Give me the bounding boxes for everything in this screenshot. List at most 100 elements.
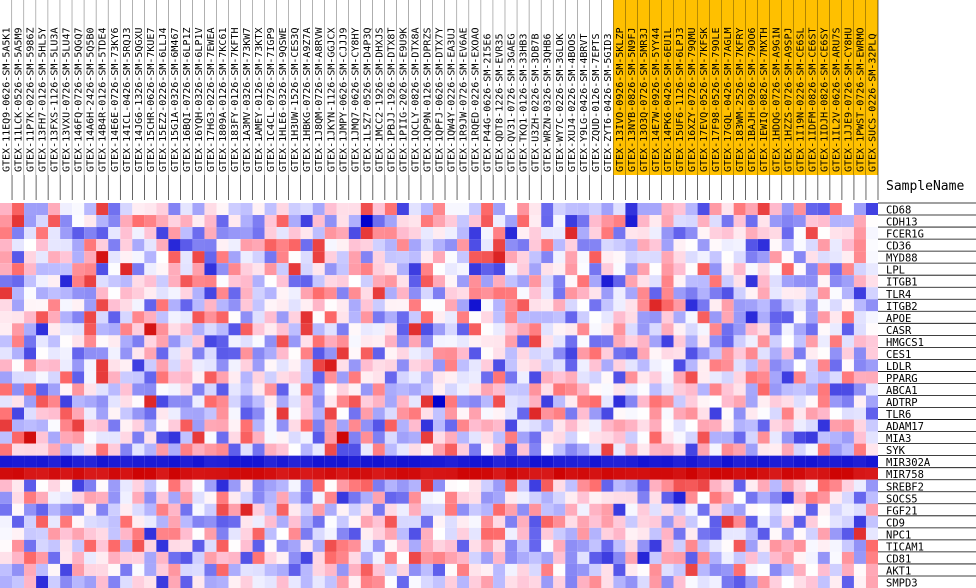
heatmap-cell xyxy=(721,299,734,312)
heatmap-cell xyxy=(36,515,49,528)
heatmap-cell xyxy=(709,215,722,228)
heatmap-cell xyxy=(853,443,866,456)
heatmap-cell xyxy=(252,407,265,420)
heatmap-cell xyxy=(565,227,578,240)
heatmap-cell xyxy=(336,371,349,384)
heatmap-cell xyxy=(565,491,578,504)
heatmap-cell xyxy=(216,467,229,480)
heatmap-cell xyxy=(517,455,530,468)
heatmap-cell xyxy=(228,215,241,228)
heatmap-cell xyxy=(132,371,145,384)
heatmap-cell xyxy=(745,371,758,384)
heatmap-cell xyxy=(505,359,518,372)
sample-label: GTEX-1C4CL-0726-SM-7IGP9 xyxy=(266,28,277,173)
heatmap-cell xyxy=(312,491,325,504)
heatmap-cell xyxy=(673,467,686,480)
heatmap-cell xyxy=(805,407,818,420)
heatmap-cell xyxy=(697,383,710,396)
heatmap-cell xyxy=(324,407,337,420)
heatmap-cell xyxy=(553,263,566,276)
heatmap-cell xyxy=(865,539,878,552)
heatmap-cell xyxy=(156,479,169,492)
heatmap-cell xyxy=(360,407,373,420)
heatmap-cell xyxy=(817,383,830,396)
heatmap-cell xyxy=(817,539,830,552)
heatmap-cell xyxy=(72,395,85,408)
gene-label: FGF21 xyxy=(886,505,918,517)
heatmap-cell xyxy=(96,419,109,432)
heatmap-cell xyxy=(108,251,121,264)
heatmap-cell xyxy=(36,503,49,516)
heatmap-cell xyxy=(24,467,37,480)
heatmap-cell xyxy=(853,395,866,408)
heatmap-cell xyxy=(793,263,806,276)
heatmap-cell xyxy=(12,407,25,420)
heatmap-cell xyxy=(108,347,121,360)
heatmap-cell xyxy=(769,287,782,300)
heatmap-cell xyxy=(96,491,109,504)
heatmap-cell xyxy=(132,359,145,372)
heatmap-cell xyxy=(745,407,758,420)
heatmap-cell xyxy=(0,383,13,396)
heatmap-cell xyxy=(96,503,109,516)
heatmap-cell xyxy=(649,227,662,240)
heatmap-cell xyxy=(757,563,770,576)
heatmap-cell xyxy=(312,359,325,372)
heatmap-cell xyxy=(481,227,494,240)
heatmap-cell xyxy=(60,263,73,276)
heatmap-cell xyxy=(673,251,686,264)
heatmap-cell xyxy=(84,419,97,432)
heatmap-cell xyxy=(853,359,866,372)
heatmap-cell xyxy=(276,251,289,264)
gene-label: CD9 xyxy=(886,517,905,529)
heatmap-cell xyxy=(457,431,470,444)
heatmap-cell xyxy=(469,263,482,276)
heatmap-cell xyxy=(360,491,373,504)
heatmap-cell xyxy=(288,311,301,324)
heatmap-cell xyxy=(48,419,61,432)
heatmap-cell xyxy=(36,419,49,432)
heatmap-cell xyxy=(649,371,662,384)
heatmap-cell xyxy=(829,215,842,228)
heatmap-cell xyxy=(709,431,722,444)
heatmap-cell xyxy=(264,227,277,240)
heatmap-cell xyxy=(613,563,626,576)
heatmap-cell xyxy=(673,539,686,552)
heatmap-cell xyxy=(300,383,313,396)
heatmap-cell xyxy=(396,503,409,516)
heatmap-cell xyxy=(360,311,373,324)
heatmap-cell xyxy=(637,239,650,252)
heatmap-cell xyxy=(132,443,145,456)
heatmap-cell xyxy=(793,239,806,252)
heatmap-cell xyxy=(336,503,349,516)
heatmap-cell xyxy=(384,455,397,468)
heatmap-cell xyxy=(312,479,325,492)
heatmap-cell xyxy=(396,311,409,324)
heatmap-cell xyxy=(865,287,878,300)
heatmap-cell xyxy=(817,407,830,420)
heatmap-cell xyxy=(408,443,421,456)
heatmap-cell xyxy=(312,503,325,516)
gene-label: TLR4 xyxy=(886,289,911,301)
heatmap-cell xyxy=(517,551,530,564)
heatmap-cell xyxy=(48,263,61,276)
heatmap-cell xyxy=(853,491,866,504)
heatmap-cell xyxy=(865,443,878,456)
heatmap-cell xyxy=(685,443,698,456)
heatmap-cell xyxy=(228,479,241,492)
heatmap-cell xyxy=(276,407,289,420)
heatmap-cell xyxy=(408,215,421,228)
heatmap-cell xyxy=(745,383,758,396)
heatmap-cell xyxy=(649,443,662,456)
heatmap-cell xyxy=(721,287,734,300)
heatmap-cell xyxy=(685,215,698,228)
heatmap-cell xyxy=(300,311,313,324)
gene-label: NPC1 xyxy=(886,529,911,541)
heatmap-cell xyxy=(829,383,842,396)
heatmap-cell xyxy=(505,503,518,516)
heatmap-cell xyxy=(757,203,770,216)
heatmap-cell xyxy=(288,287,301,300)
heatmap-cell xyxy=(853,371,866,384)
heatmap-cell xyxy=(505,515,518,528)
heatmap-cell xyxy=(541,407,554,420)
